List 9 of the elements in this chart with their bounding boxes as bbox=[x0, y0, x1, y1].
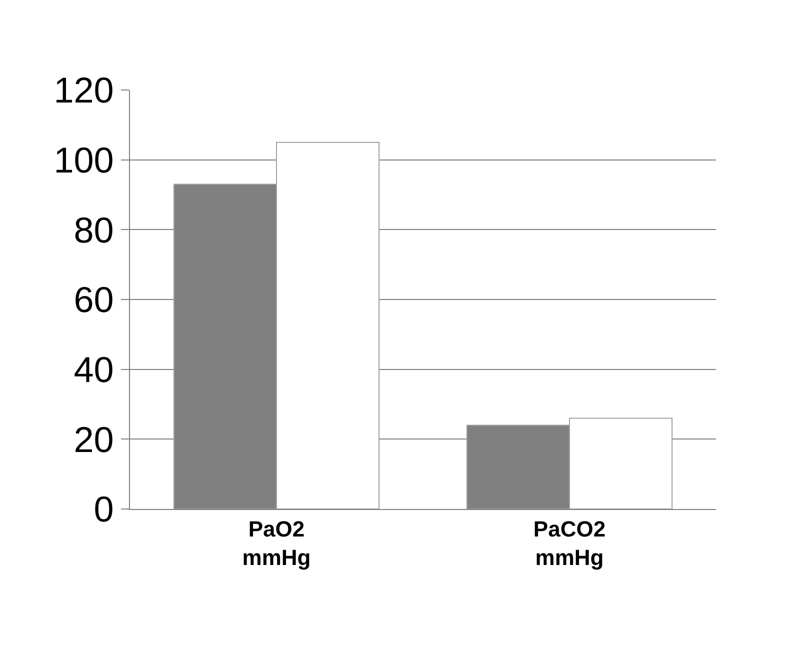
y-tick-label: 80 bbox=[74, 209, 114, 250]
y-tick-label: 100 bbox=[54, 139, 114, 180]
x-tick-label: PaCO2 mmHg bbox=[533, 516, 606, 570]
y-tick-label: 40 bbox=[74, 348, 114, 390]
y-tick-label: 60 bbox=[74, 279, 114, 320]
y-tick-label: 0 bbox=[94, 488, 114, 530]
x-tick-label: PaO2 mmHg bbox=[242, 516, 311, 570]
y-tick-label: 20 bbox=[74, 418, 114, 460]
y-tick-label: 120 bbox=[54, 70, 114, 111]
